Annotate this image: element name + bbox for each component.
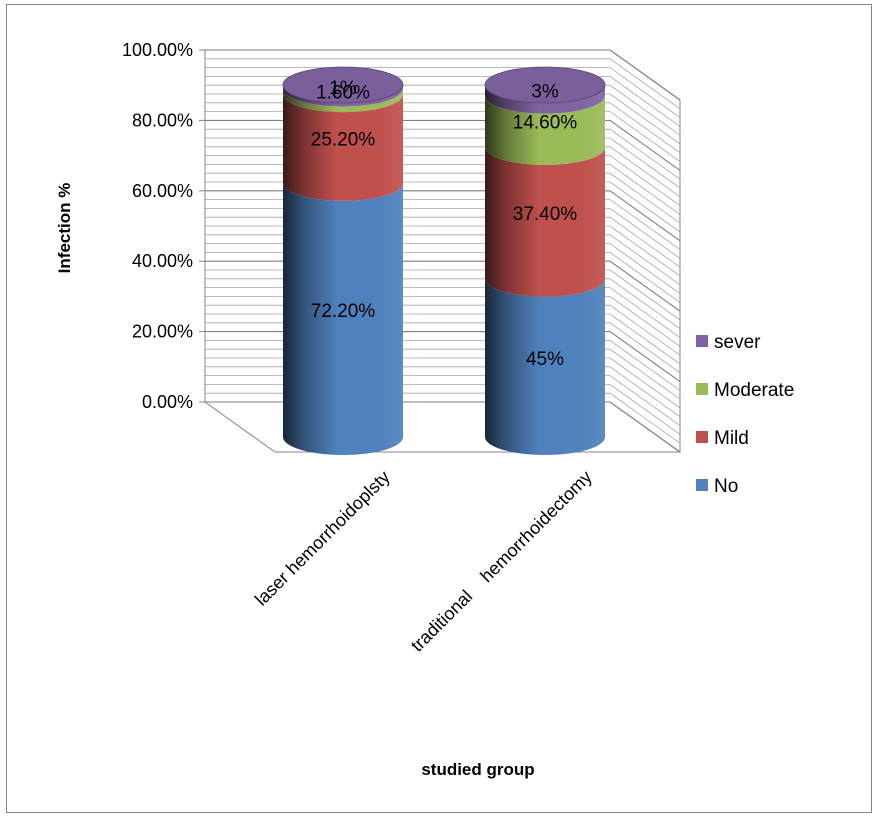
minor-gridline <box>205 269 681 321</box>
y-axis-ticks: 0.00% 20.00% 40.00% 60.00% 80.00% 100.00% <box>122 40 205 412</box>
bar-segment-moderate-laser-hemorrhoidoplsty <box>283 88 403 113</box>
minor-gridline <box>205 146 681 198</box>
legend-swatch <box>696 431 708 443</box>
bar-laser-hemorrhoidoplsty <box>282 66 404 455</box>
chart-frame <box>6 4 872 813</box>
minor-gridline <box>205 366 681 418</box>
major-gridline <box>205 260 681 312</box>
y-tick-label: 20.00% <box>132 322 193 342</box>
data-label-no-laser-hemorrhoidoplsty: 72.20% <box>311 301 376 322</box>
minor-gridline <box>205 208 681 259</box>
data-label-no-traditional-hemorrhoidectomy: 45% <box>526 349 564 370</box>
bars <box>282 66 606 455</box>
minor-gridline <box>205 252 681 303</box>
minor-gridline <box>205 93 681 145</box>
chart-walls <box>204 49 682 453</box>
y-tick-label: 80.00% <box>132 110 193 130</box>
minor-gridline <box>205 234 681 286</box>
legend-swatch <box>696 335 708 347</box>
minor-gridline <box>205 216 681 268</box>
minor-gridline <box>205 375 681 426</box>
bar-traditional-hemorrhoidectomy <box>484 66 606 455</box>
legend-item-moderate: Moderate <box>696 380 794 401</box>
y-tick-label: 40.00% <box>132 251 193 271</box>
minor-gridline <box>205 76 681 127</box>
y-tick-label: 60.00% <box>132 181 193 201</box>
legend-label: No <box>714 476 738 497</box>
major-gridline <box>205 401 681 453</box>
bar-segment-mild-laser-hemorrhoidoplsty <box>283 94 403 201</box>
minor-gridline <box>205 348 681 400</box>
bar-segment-moderate-traditional-hemorrhoidectomy <box>485 95 605 165</box>
data-label-mild-traditional-hemorrhoidectomy: 37.40% <box>513 204 578 225</box>
y-tick-label: 100.00% <box>122 40 193 60</box>
data-labels: 72.20% 25.20% 1.60%1% 45% 37.40% 14.60% 3% <box>311 78 578 370</box>
legend-swatch <box>696 479 708 491</box>
minor-gridline <box>205 304 681 356</box>
minor-gridline <box>205 84 681 136</box>
data-label-moderate-traditional-hemorrhoidectomy: 14.60% <box>513 112 578 133</box>
data-label-sever-traditional-hemorrhoidectomy: 3% <box>531 81 559 102</box>
major-gridline <box>205 49 681 101</box>
x-axis-ticks: laser hemorrhoidoplsty traditional hemorr… <box>251 467 596 656</box>
minor-gridline <box>205 58 681 110</box>
minor-gridline <box>205 111 681 162</box>
major-gridline <box>205 331 681 383</box>
bar-segment-no-laser-hemorrhoidoplsty <box>283 182 403 455</box>
bar-segment-sever-laser-hemorrhoidoplsty <box>283 85 403 107</box>
minor-gridline <box>205 67 681 118</box>
minor-gridline <box>205 199 681 250</box>
back-wall-outline <box>205 49 681 452</box>
minor-gridline <box>205 243 681 294</box>
minor-gridline <box>205 155 681 206</box>
minor-gridline <box>205 313 681 365</box>
minor-gridline <box>205 287 681 338</box>
y-axis-title: Infection % <box>55 183 74 274</box>
minor-gridline <box>205 225 681 277</box>
data-label-mild-laser-hemorrhoidoplsty: 25.20% <box>311 130 376 151</box>
legend-label: sever <box>714 332 761 353</box>
data-label-moderate-laser-hemorrhoidoplsty: 1.60% <box>316 82 370 103</box>
x-tick-label: traditional hemorrhoidectomy <box>407 467 596 656</box>
minor-gridline <box>205 128 681 180</box>
bar-segment-mild-traditional-hemorrhoidectomy <box>485 146 605 297</box>
major-gridline <box>205 190 681 242</box>
bar-top-cap-traditional-hemorrhoidectomy <box>484 66 606 104</box>
minor-gridline <box>205 181 681 233</box>
legend-item-sever: sever <box>696 332 761 353</box>
floor-outline <box>204 50 682 453</box>
minor-gridline <box>205 102 681 154</box>
bar-top-cap-laser-hemorrhoidoplsty <box>282 66 404 104</box>
x-axis-title: studied group <box>421 760 534 779</box>
major-gridline <box>205 119 681 171</box>
y-tick-label: 0.00% <box>142 392 193 412</box>
minor-gridline <box>205 392 681 444</box>
legend: sever Moderate Mild No <box>696 332 794 497</box>
legend-label: Mild <box>714 428 749 449</box>
minor-gridline <box>205 296 681 347</box>
gridlines <box>205 49 681 453</box>
bar-segment-sever-traditional-hemorrhoidectomy <box>485 85 605 114</box>
legend-swatch <box>696 383 708 395</box>
minor-gridline <box>205 172 681 224</box>
legend-item-no: No <box>696 476 738 497</box>
minor-gridline <box>205 340 681 391</box>
minor-gridline <box>205 164 681 215</box>
minor-gridline <box>205 384 681 435</box>
legend-item-mild: Mild <box>696 428 749 449</box>
data-label-sever-laser-hemorrhoidoplsty: 1% <box>329 78 357 99</box>
minor-gridline <box>205 322 681 374</box>
minor-gridline <box>205 278 681 330</box>
x-tick-label: laser hemorrhoidoplsty <box>251 467 394 610</box>
bar-segment-no-traditional-hemorrhoidectomy <box>485 278 605 455</box>
legend-label: Moderate <box>714 380 794 401</box>
minor-gridline <box>205 137 681 189</box>
minor-gridline <box>205 357 681 409</box>
